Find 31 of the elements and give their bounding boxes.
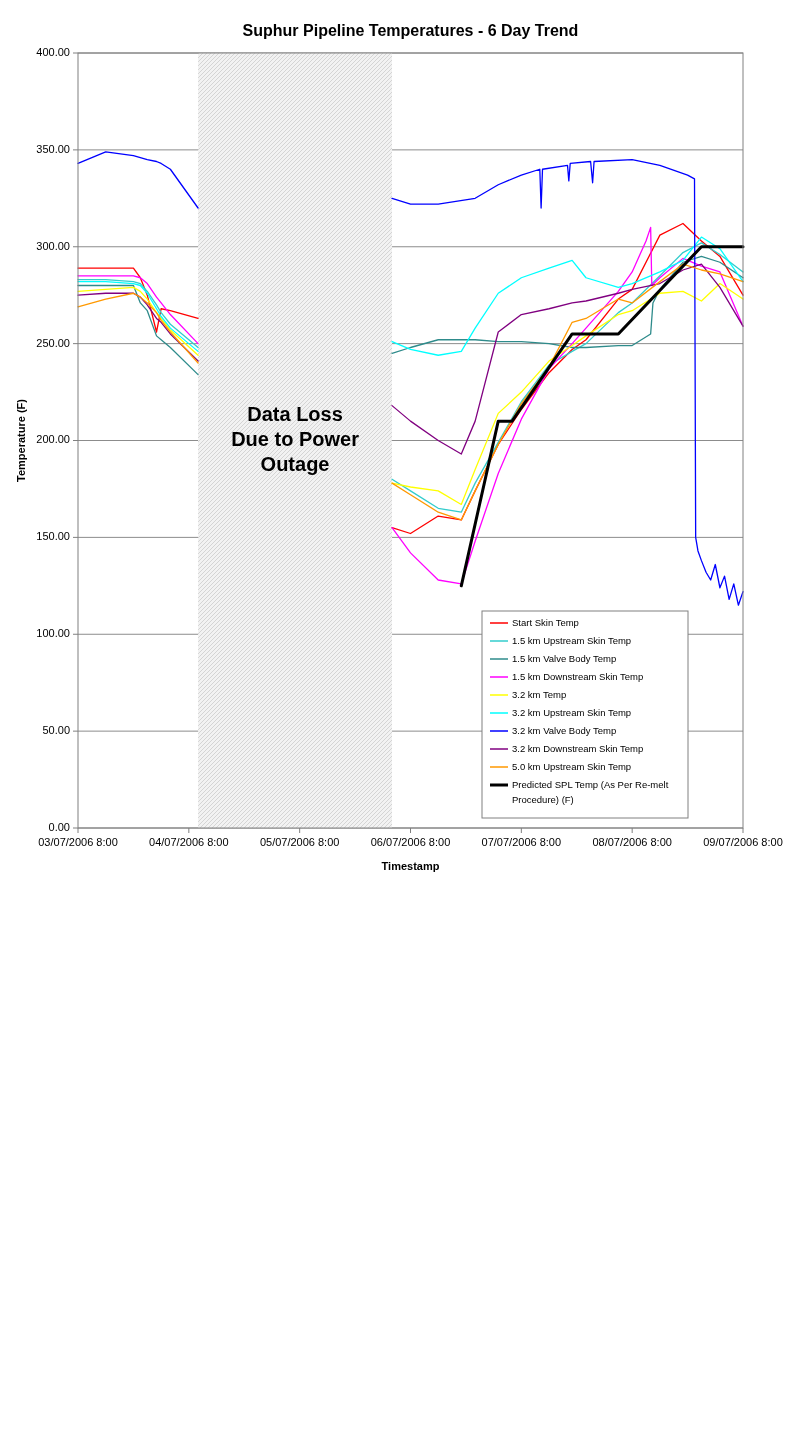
y-tick-label: 300.00	[36, 239, 70, 252]
x-tick-label: 07/07/2006 8:00	[481, 836, 562, 848]
y-tick-label: 250.00	[36, 336, 70, 349]
x-tick-label: 06/07/2006 8:00	[370, 836, 451, 848]
legend-label: 1.5 km Upstream Skin Temp	[512, 634, 632, 646]
legend-label: 1.5 km Valve Body Temp	[512, 652, 617, 664]
legend-label: 5.0 km Upstream Skin Temp	[512, 760, 632, 772]
y-axis-title: Temperature (F)	[14, 398, 27, 482]
x-tick-label: 03/07/2006 8:00	[38, 836, 118, 848]
chart-title: Suphur Pipeline Temperatures - 6 Day Trend	[242, 22, 579, 39]
legend-label: 3.2 km Temp	[512, 688, 567, 700]
legend-label: 3.2 km Valve Body Temp	[512, 724, 617, 736]
x-axis-title: Timestamp	[381, 860, 440, 872]
x-tick-label: 05/07/2006 8:00	[259, 836, 340, 848]
legend-label: Predicted SPL Temp (As Per Re-melt Procedure) (F)	[512, 778, 669, 805]
x-tick-label: 04/07/2006 8:00	[149, 836, 229, 848]
x-tick-label: 09/07/2006 8:00	[703, 836, 783, 848]
legend-label: 3.2 km Upstream Skin Temp	[512, 706, 632, 718]
y-tick-label: 400.00	[36, 45, 70, 58]
legend-label: 1.5 km Downstream Skin Temp	[512, 670, 644, 682]
legend-label: Start Skin Temp	[512, 616, 579, 628]
y-tick-label: 150.00	[36, 530, 70, 543]
band-label: Data Loss Due to Power Outage	[231, 402, 360, 475]
y-tick-label: 50.00	[42, 724, 70, 737]
y-tick-label: 350.00	[36, 142, 70, 155]
y-tick-label: 0.00	[48, 820, 70, 833]
legend-label: 3.2 km Downstream Skin Temp	[512, 742, 644, 754]
y-tick-label: 200.00	[36, 433, 70, 446]
x-tick-label: 08/07/2006 8:00	[592, 836, 672, 848]
line-series	[459, 245, 745, 588]
y-tick-label: 100.00	[36, 627, 70, 640]
